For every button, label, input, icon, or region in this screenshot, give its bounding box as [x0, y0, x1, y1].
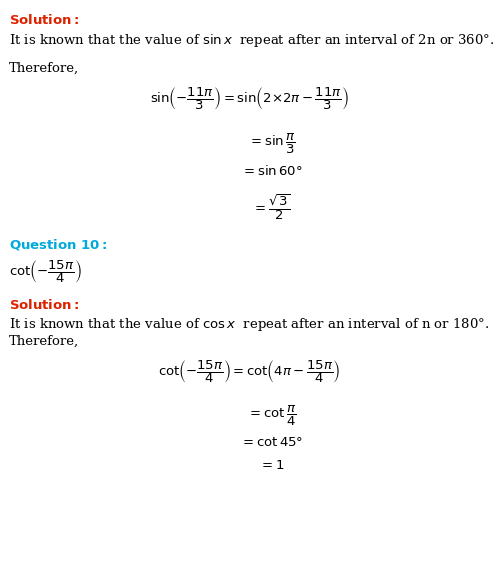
- Text: $\sin\!\left(-\dfrac{11\pi}{3}\right)=\sin\!\left(2{\times}2\pi-\dfrac{11\pi}{3}: $\sin\!\left(-\dfrac{11\pi}{3}\right)=\s…: [149, 85, 349, 112]
- Text: $\cot\!\left(-\dfrac{15\pi}{4}\right)=\cot\!\left(4\pi-\dfrac{15\pi}{4}\right)$: $\cot\!\left(-\dfrac{15\pi}{4}\right)=\c…: [158, 358, 340, 385]
- Text: $=\cot\dfrac{\pi}{4}$: $=\cot\dfrac{\pi}{4}$: [247, 404, 296, 428]
- Text: $\mathbf{Question\ 10:}$: $\mathbf{Question\ 10:}$: [9, 237, 107, 252]
- Text: Therefore,: Therefore,: [9, 335, 79, 348]
- Text: $\cot\!\left(-\dfrac{15\pi}{4}\right)$: $\cot\!\left(-\dfrac{15\pi}{4}\right)$: [9, 258, 81, 285]
- Text: $\mathbf{Solution:}$: $\mathbf{Solution:}$: [9, 298, 79, 312]
- Text: Therefore,: Therefore,: [9, 62, 79, 75]
- Text: $=1$: $=1$: [259, 459, 284, 472]
- Text: $=\cot 45°$: $=\cot 45°$: [240, 436, 303, 448]
- Text: $\mathbf{Solution:}$: $\mathbf{Solution:}$: [9, 13, 79, 27]
- Text: $=\sin\dfrac{\pi}{3}$: $=\sin\dfrac{\pi}{3}$: [247, 132, 296, 156]
- Text: $=\dfrac{\sqrt{3}}{2}$: $=\dfrac{\sqrt{3}}{2}$: [253, 193, 291, 222]
- Text: It is known that the value of $\cos x$  repeat after an interval of n or 180°.: It is known that the value of $\cos x$ r…: [9, 316, 489, 333]
- Text: It is known that the value of $\sin x$  repeat after an interval of 2n or 360°.: It is known that the value of $\sin x$ r…: [9, 32, 494, 49]
- Text: $=\sin 60°$: $=\sin 60°$: [241, 164, 302, 178]
